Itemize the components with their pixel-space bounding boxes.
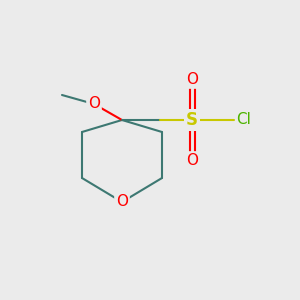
Text: S: S (186, 111, 198, 129)
Text: O: O (88, 97, 100, 112)
Text: O: O (116, 194, 128, 209)
Text: Cl: Cl (236, 112, 251, 128)
Text: O: O (186, 153, 198, 168)
Text: O: O (186, 72, 198, 87)
